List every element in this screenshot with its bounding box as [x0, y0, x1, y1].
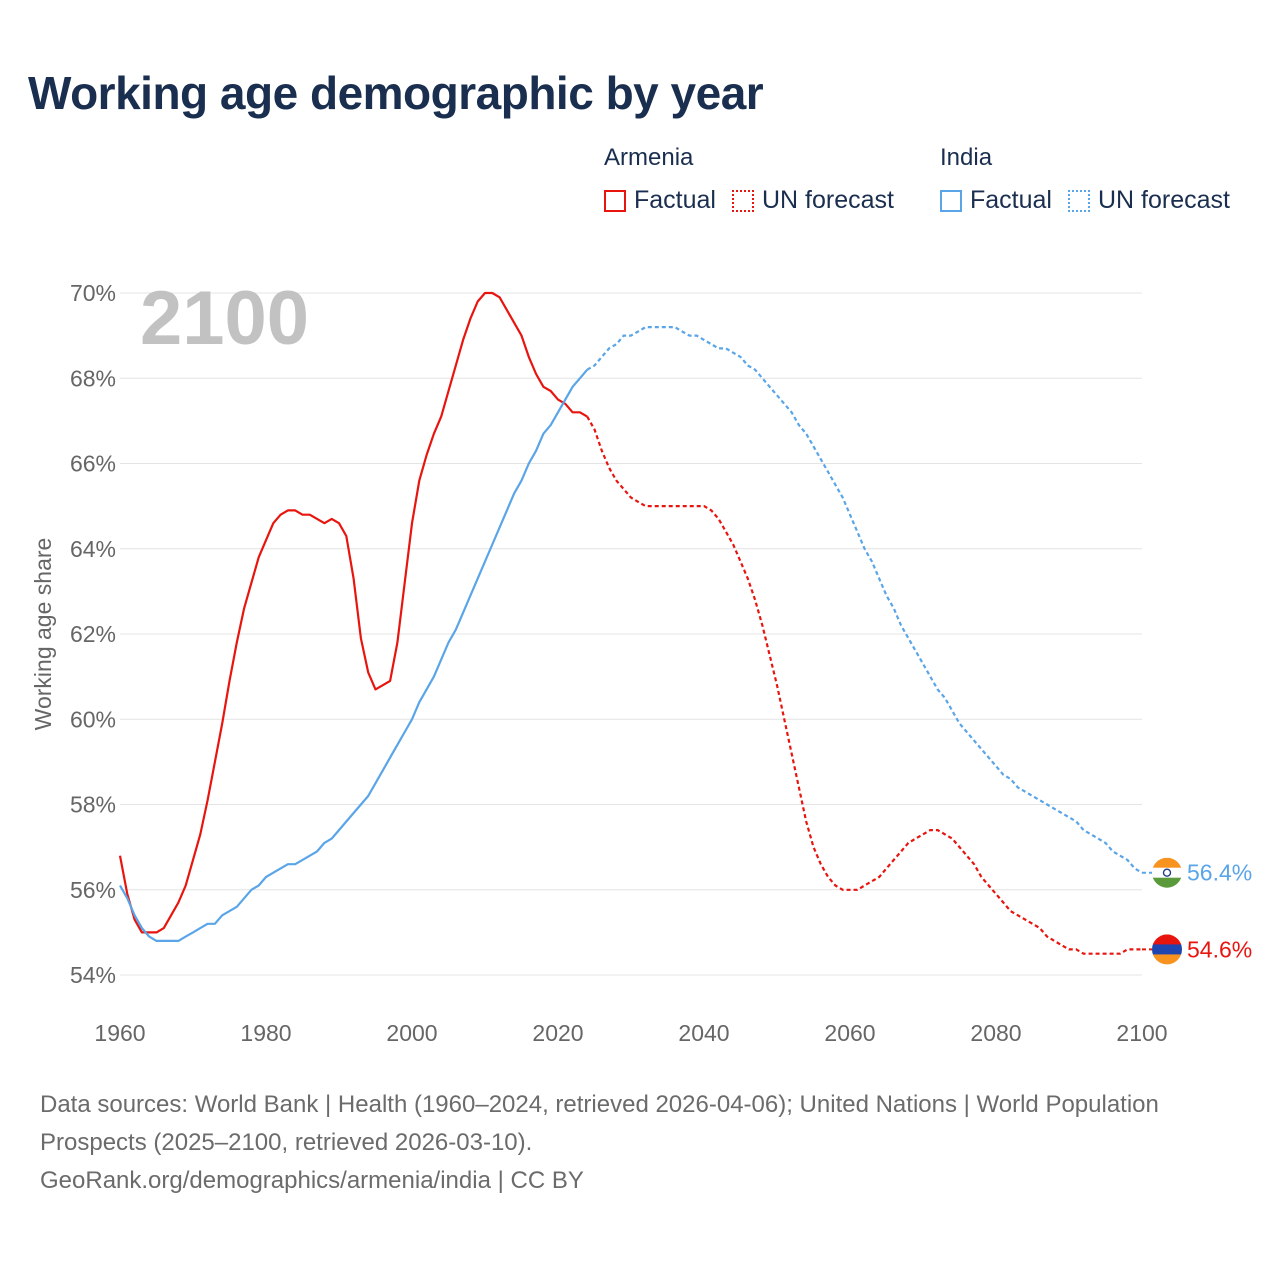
legend-label: UN forecast: [1097, 186, 1230, 214]
legend-armenia-forecast[interactable]: UN forecast: [731, 186, 894, 215]
year-watermark: 2100: [140, 276, 309, 361]
legend-label: Factual: [634, 186, 716, 214]
legend-armenia-factual[interactable]: Factual: [604, 186, 716, 215]
source-note: Data sources: World Bank | Health (1960–…: [40, 1086, 1220, 1200]
source-line-data: Data sources: World Bank | Health (1960–…: [40, 1091, 1159, 1156]
series-line-armenia-factual: [118, 291, 588, 934]
legend-armenia: Armenia Factual UN forecast: [604, 144, 910, 215]
y-tick-label: 54%: [70, 962, 116, 988]
flag-stripe: [1152, 857, 1182, 869]
y-tick-label: 66%: [70, 451, 116, 477]
legend-swatch-dotted: [731, 189, 754, 212]
legend-country-india: India: [940, 144, 993, 171]
flag-stripe: [1152, 934, 1182, 945]
x-tick-label: 1960: [94, 1020, 145, 1046]
y-tick-label: 62%: [70, 621, 116, 647]
legend-india-factual[interactable]: Factual: [940, 186, 1052, 215]
flag-chakra: [1162, 868, 1172, 877]
y-tick-label: 60%: [70, 706, 116, 732]
legend-india-forecast[interactable]: UN forecast: [1067, 186, 1230, 215]
legend-swatch-solid: [940, 189, 962, 212]
legend-country-armenia: Armenia: [604, 144, 694, 171]
x-tick-label: 2020: [532, 1020, 583, 1046]
flag-stripe: [1152, 944, 1182, 955]
x-tick-label: 1980: [240, 1020, 291, 1046]
x-tick-label: 2060: [824, 1020, 875, 1046]
flag-stripe: [1152, 867, 1182, 879]
series-line-india-factual: [119, 368, 589, 942]
x-tick-label: 2100: [1116, 1020, 1167, 1046]
y-tick-label: 58%: [70, 792, 116, 818]
x-tick-label: 2080: [970, 1020, 1021, 1046]
line-chart: 54% 56% 58% 60% 62% 64% 66% 68% 70% 1960 1980 2000 2…: [30, 276, 1252, 1046]
armenia-flag-icon: [1152, 934, 1182, 965]
chart-title: Working age demographic by year: [28, 67, 764, 119]
legend-swatch-solid: [604, 189, 626, 212]
flag-stripe: [1152, 954, 1182, 965]
end-value-label: 56.4%: [1187, 860, 1252, 886]
flag-stripe: [1152, 877, 1182, 888]
legend-label: UN forecast: [761, 186, 894, 214]
y-tick-label: 70%: [70, 280, 116, 306]
legend-label: Factual: [970, 186, 1052, 214]
india-flag-icon: [1152, 857, 1182, 888]
y-tick-label: 68%: [70, 365, 116, 391]
series-line-india-forecast: [586, 326, 1143, 874]
y-axis-label: Working age share: [30, 538, 56, 731]
end-value-label: 54.6%: [1187, 936, 1252, 962]
x-tick-label: 2040: [678, 1020, 729, 1046]
legend-swatch-dotted: [1067, 189, 1090, 212]
series-line-armenia-forecast: [586, 416, 1142, 955]
y-tick-label: 64%: [70, 536, 116, 562]
source-line-attribution[interactable]: GeoRank.org/demographics/armenia/india |…: [40, 1167, 584, 1194]
x-tick-label: 2000: [386, 1020, 437, 1046]
legend-india: India Factual UN forecast: [940, 144, 1230, 215]
y-tick-label: 56%: [70, 877, 116, 903]
